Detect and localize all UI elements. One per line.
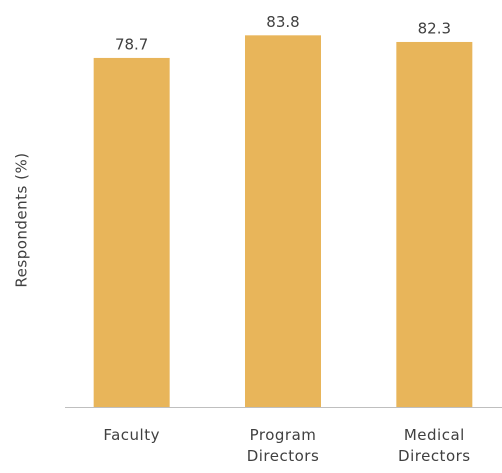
bar <box>93 57 170 407</box>
data-label: 83.8 <box>266 13 299 31</box>
x-tick-label: Medical Directors <box>398 426 471 465</box>
y-axis-label: Respondents (%) <box>13 152 31 287</box>
bar <box>245 35 321 407</box>
x-tick-label: Program Directors <box>246 426 320 465</box>
data-label: 78.7 <box>115 35 148 53</box>
data-label: 82.3 <box>418 19 451 37</box>
bar <box>396 41 473 408</box>
x-tick-label: Faculty <box>103 426 160 444</box>
